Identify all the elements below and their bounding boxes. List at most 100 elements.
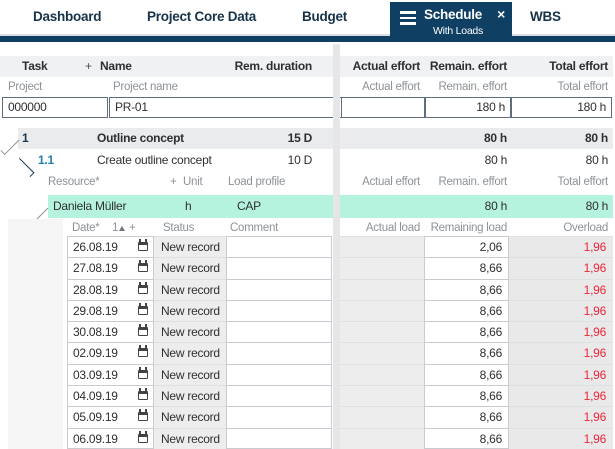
comment-cell[interactable] — [226, 257, 332, 279]
col-actual-effort[interactable]: Actual effort — [352, 59, 421, 73]
date-cell[interactable]: 28.08.19 — [67, 278, 154, 300]
remaining-load-cell[interactable]: 8,66 — [424, 299, 509, 322]
comment-cell[interactable] — [226, 342, 332, 364]
status-cell[interactable]: New record — [154, 257, 226, 279]
calendar-icon[interactable] — [138, 324, 148, 337]
status-cell[interactable]: New record — [154, 427, 226, 449]
tab-budget[interactable]: Budget — [302, 9, 347, 24]
calendar-icon[interactable] — [138, 366, 148, 379]
tab-wbs[interactable]: WBS — [530, 9, 561, 24]
task-1-1-name[interactable]: Create outline concept — [97, 153, 212, 167]
col-total-effort[interactable]: Total effort — [549, 59, 608, 73]
comment-cell[interactable] — [226, 299, 332, 322]
remaining-load-cell[interactable]: 8,66 — [424, 385, 509, 407]
remaining-load-cell[interactable]: 8,66 — [424, 427, 509, 449]
calendar-icon[interactable] — [138, 345, 148, 358]
comment-cell[interactable] — [226, 278, 332, 300]
project-row: 000000 PR-01 180 h 180 h — [0, 97, 613, 118]
col-actual-effort-2: Actual effort — [362, 81, 420, 93]
calendar-icon[interactable] — [138, 239, 148, 251]
calendar-icon[interactable] — [138, 409, 148, 422]
close-tab-icon[interactable]: × — [497, 6, 505, 22]
date-cell[interactable]: 06.09.19 — [67, 427, 154, 449]
remaining-load-cell[interactable]: 8,66 — [424, 363, 509, 386]
project-remain-effort-field[interactable]: 180 h — [425, 97, 511, 118]
actual-load-cell — [340, 363, 424, 386]
status-cell[interactable]: New record — [154, 299, 226, 322]
date-cell[interactable]: 29.08.19 — [67, 299, 154, 322]
task-1-total-effort: 80 h — [584, 131, 608, 145]
add-load-record-button[interactable]: + — [129, 222, 136, 234]
remaining-load-cell[interactable]: 8,66 — [424, 257, 509, 279]
col-task[interactable]: Task — [22, 59, 48, 73]
tab-dashboard[interactable]: Dashboard — [33, 9, 102, 24]
load-row: 28.08.19 New record 8,66 1,96 — [0, 278, 613, 300]
task-1-remain-effort: 80 h — [483, 131, 507, 145]
overload-cell: 1,96 — [509, 299, 613, 322]
status-cell[interactable]: New record — [154, 321, 226, 343]
date-cell[interactable]: 02.09.19 — [67, 342, 154, 364]
remaining-load-cell[interactable]: 8,66 — [424, 321, 509, 343]
task-1-rem-duration[interactable]: 15 D — [287, 131, 313, 145]
col-date[interactable]: Date* — [72, 222, 100, 234]
task-1-1-wbs: 1.1 — [38, 153, 54, 167]
overload-cell: 1,96 — [509, 427, 613, 449]
comment-cell[interactable] — [226, 385, 332, 407]
comment-cell[interactable] — [226, 363, 332, 386]
project-name-field[interactable]: PR-01 — [109, 97, 342, 118]
task-row-1-1: 1.1 Create outline concept 10 D 80 h 80 … — [0, 150, 613, 178]
resource-total-effort: 80 h — [585, 199, 609, 213]
resource-row[interactable]: Daniela Müller h CAP 80 h 80 h — [0, 195, 613, 225]
remaining-load-cell[interactable]: 8,66 — [424, 342, 509, 364]
resource-unit: h — [185, 199, 192, 213]
comment-cell[interactable] — [226, 236, 332, 258]
comment-cell[interactable] — [226, 406, 332, 428]
resource-row-selection — [48, 195, 613, 218]
date-cell[interactable]: 26.08.19 — [67, 236, 154, 258]
status-cell[interactable]: New record — [154, 406, 226, 428]
project-id-field[interactable]: 000000 — [2, 97, 108, 118]
overload-cell: 1,96 — [509, 278, 613, 300]
add-resource-button[interactable]: + — [170, 176, 177, 188]
status-cell[interactable]: New record — [154, 342, 226, 364]
remaining-load-cell[interactable]: 8,66 — [424, 278, 509, 300]
status-cell[interactable]: New record — [154, 385, 226, 407]
calendar-icon[interactable] — [138, 281, 148, 294]
task-row-1-highlight — [18, 128, 613, 149]
resource-name[interactable]: Daniela Müller — [53, 199, 127, 213]
date-cell[interactable]: 30.08.19 — [67, 321, 154, 343]
status-cell[interactable]: New record — [154, 363, 226, 386]
tab-project-core-data[interactable]: Project Core Data — [147, 9, 257, 24]
project-total-effort-field[interactable]: 180 h — [511, 97, 612, 118]
date-cell[interactable]: 04.09.19 — [67, 385, 154, 407]
status-cell[interactable]: New record — [154, 278, 226, 300]
add-task-button[interactable]: + — [85, 59, 92, 73]
status-cell[interactable]: New record — [154, 236, 226, 258]
calendar-icon[interactable] — [138, 260, 148, 273]
date-cell[interactable]: 27.08.19 — [67, 257, 154, 279]
date-cell[interactable]: 05.09.19 — [67, 406, 154, 428]
col-project-name: Project name — [113, 81, 178, 93]
actual-load-cell — [340, 342, 424, 364]
actual-load-cell — [340, 406, 424, 428]
task-1-1-rem-duration[interactable]: 10 D — [287, 153, 313, 167]
calendar-icon[interactable] — [138, 388, 148, 401]
col-remain-effort[interactable]: Remain. effort — [429, 59, 507, 73]
calendar-icon[interactable] — [138, 430, 148, 443]
overload-cell: 1,96 — [509, 363, 613, 386]
task-1-name[interactable]: Outline concept — [97, 131, 184, 145]
sort-order-indicator[interactable]: 1 — [112, 221, 126, 236]
col-rem-duration[interactable]: Rem. duration — [234, 59, 313, 73]
comment-cell[interactable] — [226, 427, 332, 449]
comment-cell[interactable] — [226, 321, 332, 343]
resource-load-profile: CAP — [237, 199, 261, 213]
tab-schedule-active[interactable]: Schedule × With Loads — [390, 2, 512, 42]
panel-divider — [333, 44, 340, 449]
date-cell[interactable]: 03.09.19 — [67, 363, 154, 386]
calendar-icon[interactable] — [138, 302, 148, 315]
remaining-load-cell[interactable]: 8,66 — [424, 406, 509, 428]
col-name[interactable]: Name — [100, 59, 132, 73]
project-actual-effort-field[interactable] — [341, 97, 425, 118]
menu-icon[interactable] — [400, 11, 416, 28]
remaining-load-cell[interactable]: 2,06 — [424, 236, 509, 258]
